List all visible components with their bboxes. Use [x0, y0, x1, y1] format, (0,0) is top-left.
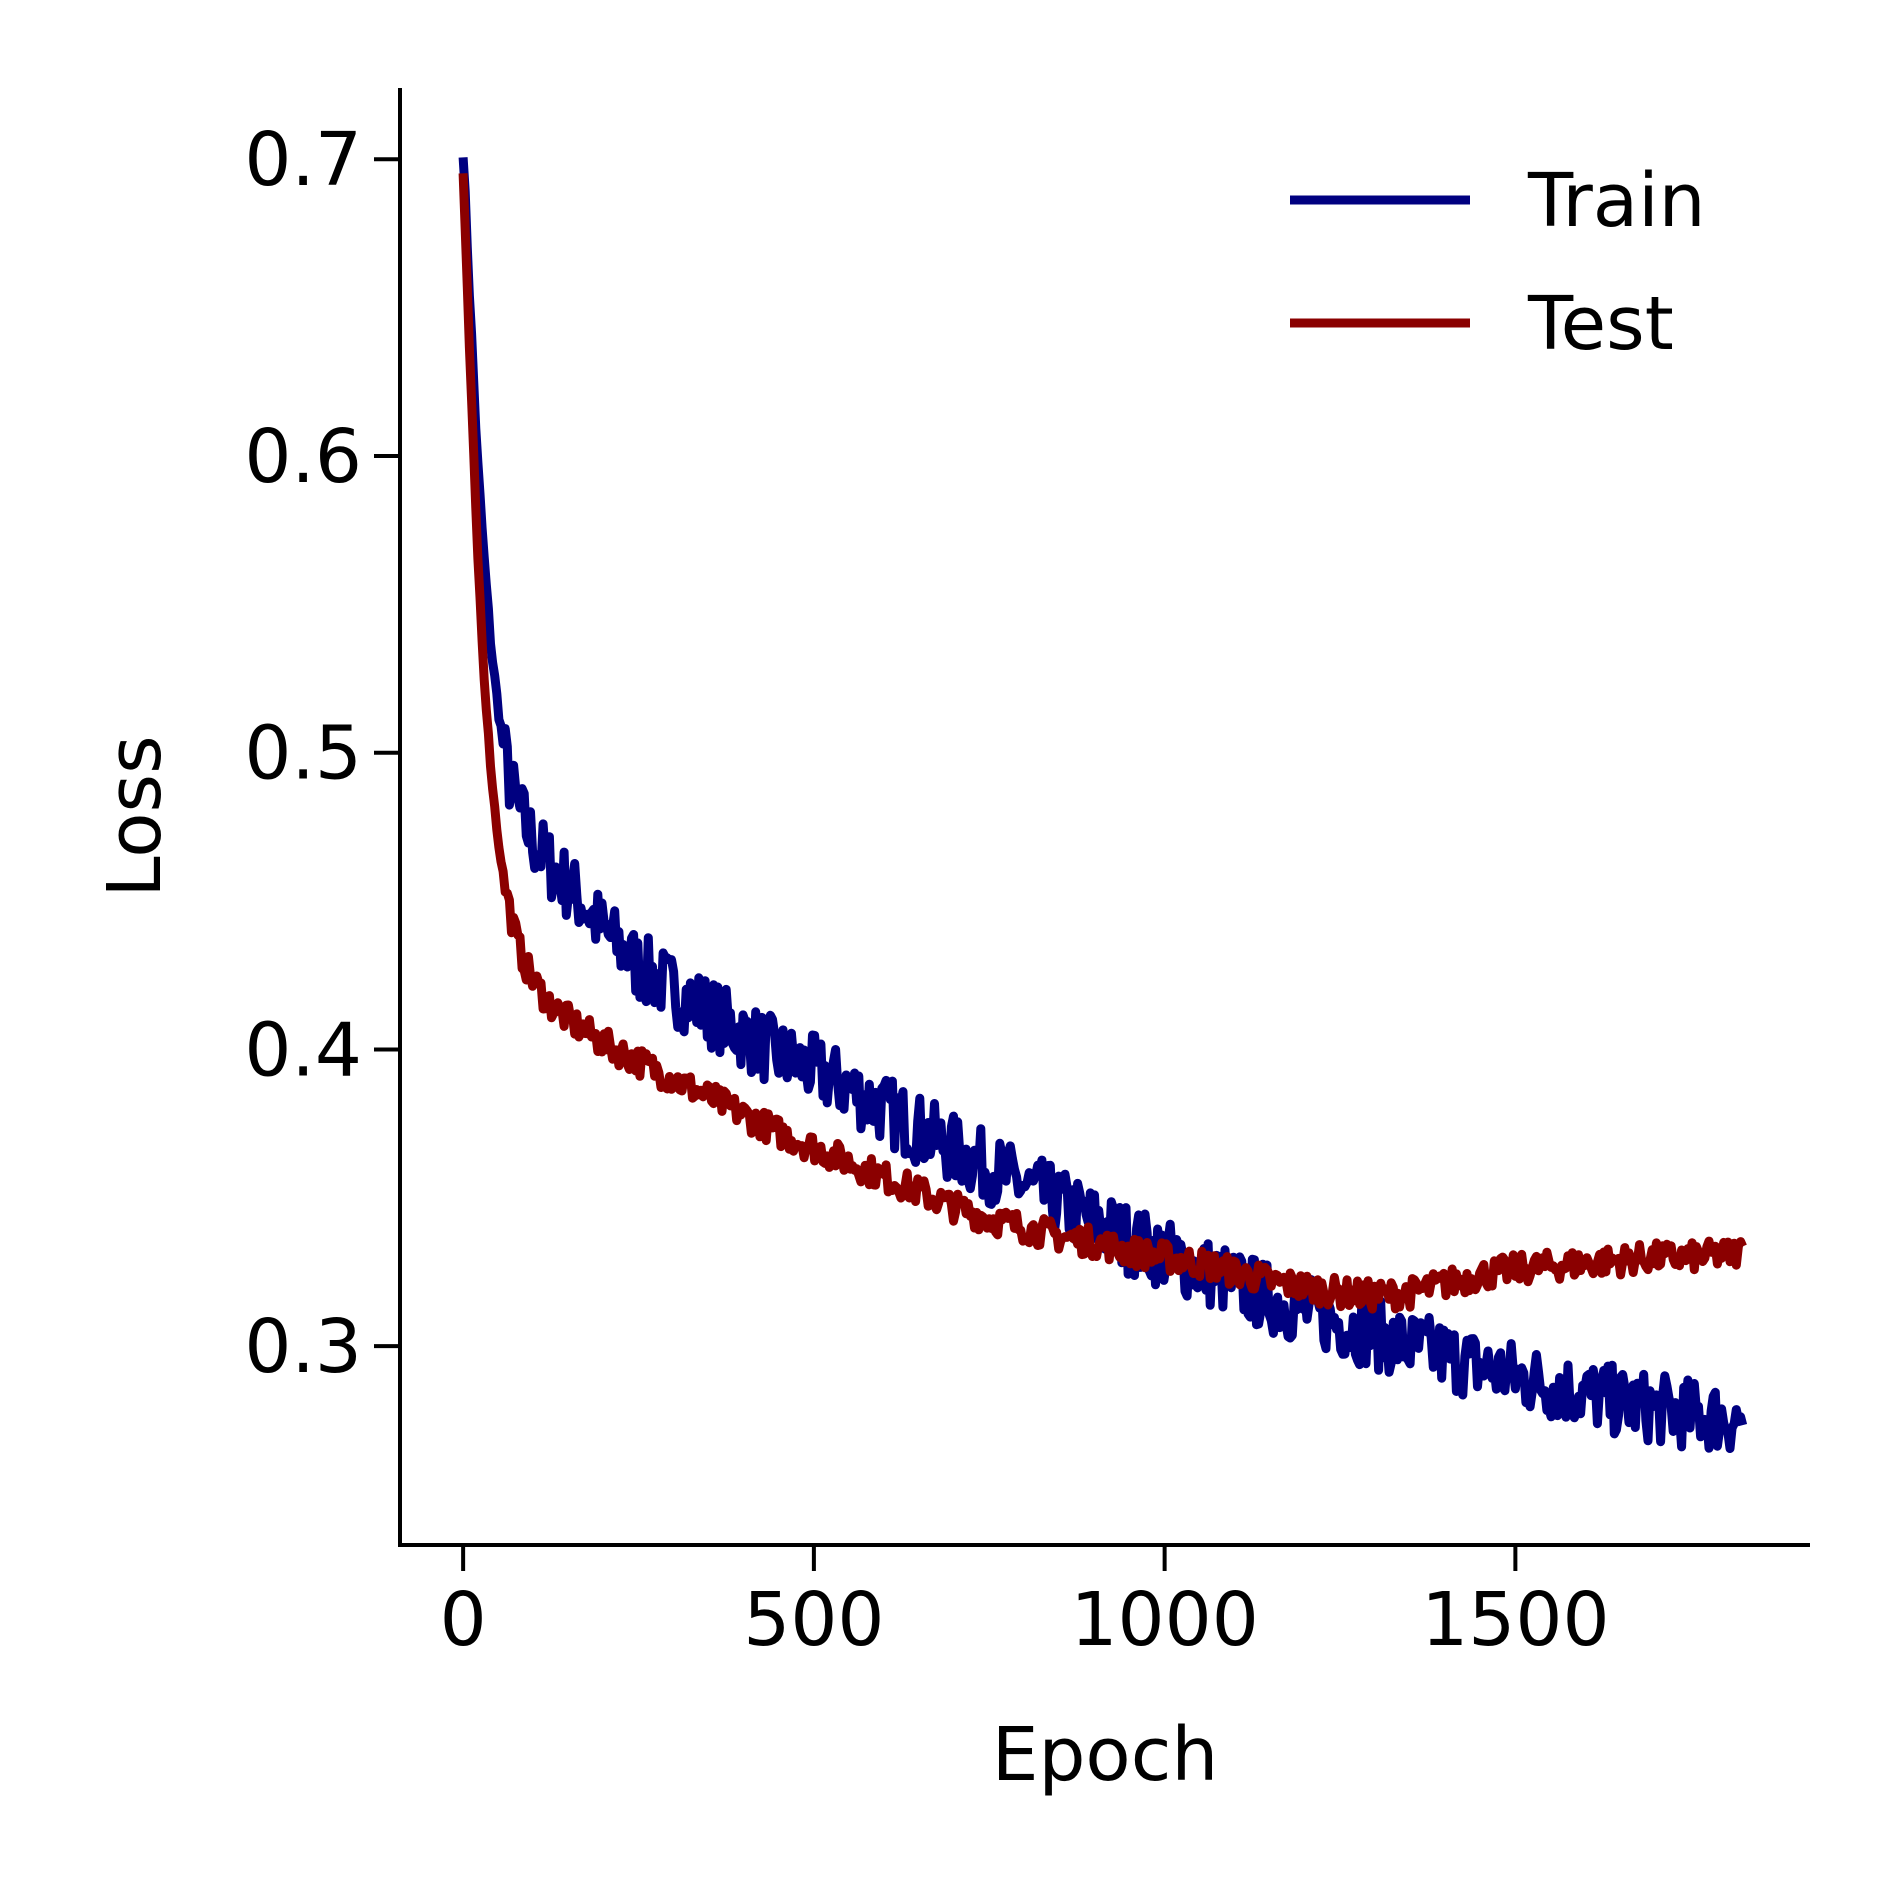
y-tick-label: 0.4	[244, 1007, 362, 1093]
axes-spines	[398, 88, 1810, 1547]
legend-label-test: Test	[1527, 281, 1674, 367]
test-series-line	[458, 173, 1747, 1314]
plot-area	[458, 157, 1748, 1453]
x-tick-label: 0	[440, 1577, 487, 1663]
y-tick-label: 0.6	[244, 414, 362, 500]
train-series-line	[458, 157, 1748, 1453]
y-tick-label: 0.5	[244, 711, 362, 797]
legend-label-train: Train	[1527, 158, 1706, 244]
series-layer	[458, 157, 1748, 1453]
y-tick-label: 0.3	[244, 1304, 362, 1390]
y-axis-ticks: 0.3 0.4 0.5 0.6 0.7	[244, 117, 400, 1390]
x-tick-label: 1500	[1421, 1577, 1609, 1663]
y-axis-label: Loss	[92, 735, 178, 897]
x-tick-label: 500	[743, 1577, 884, 1663]
y-tick-label: 0.7	[244, 117, 362, 203]
x-axis-ticks: 0 500 1000 1500	[440, 1545, 1610, 1663]
legend: Train Test	[1290, 158, 1706, 367]
x-tick-label: 1000	[1070, 1577, 1258, 1663]
x-axis-label: Epoch	[992, 1712, 1219, 1798]
